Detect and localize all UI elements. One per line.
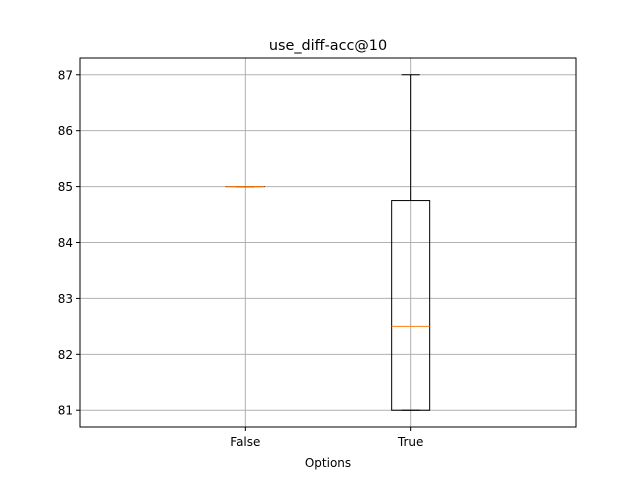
boxes <box>225 74 431 411</box>
grid <box>80 58 576 427</box>
x-tick-label: False <box>230 435 260 449</box>
box-true <box>391 200 431 411</box>
y-tick-label: 85 <box>58 180 73 194</box>
y-tick-label: 87 <box>58 68 73 82</box>
x-axis-label: Options <box>305 456 351 470</box>
y-tick-label: 81 <box>58 404 73 418</box>
x-tick-label: True <box>397 435 424 449</box>
ticks: 81 82 83 84 85 86 87 False True <box>58 68 424 449</box>
y-tick-label: 86 <box>58 124 73 138</box>
chart-title: use_diff-acc@10 <box>269 38 387 54</box>
y-tick-label: 84 <box>58 236 73 250</box>
y-tick-label: 83 <box>58 292 73 306</box>
y-tick-label: 82 <box>58 348 73 362</box>
